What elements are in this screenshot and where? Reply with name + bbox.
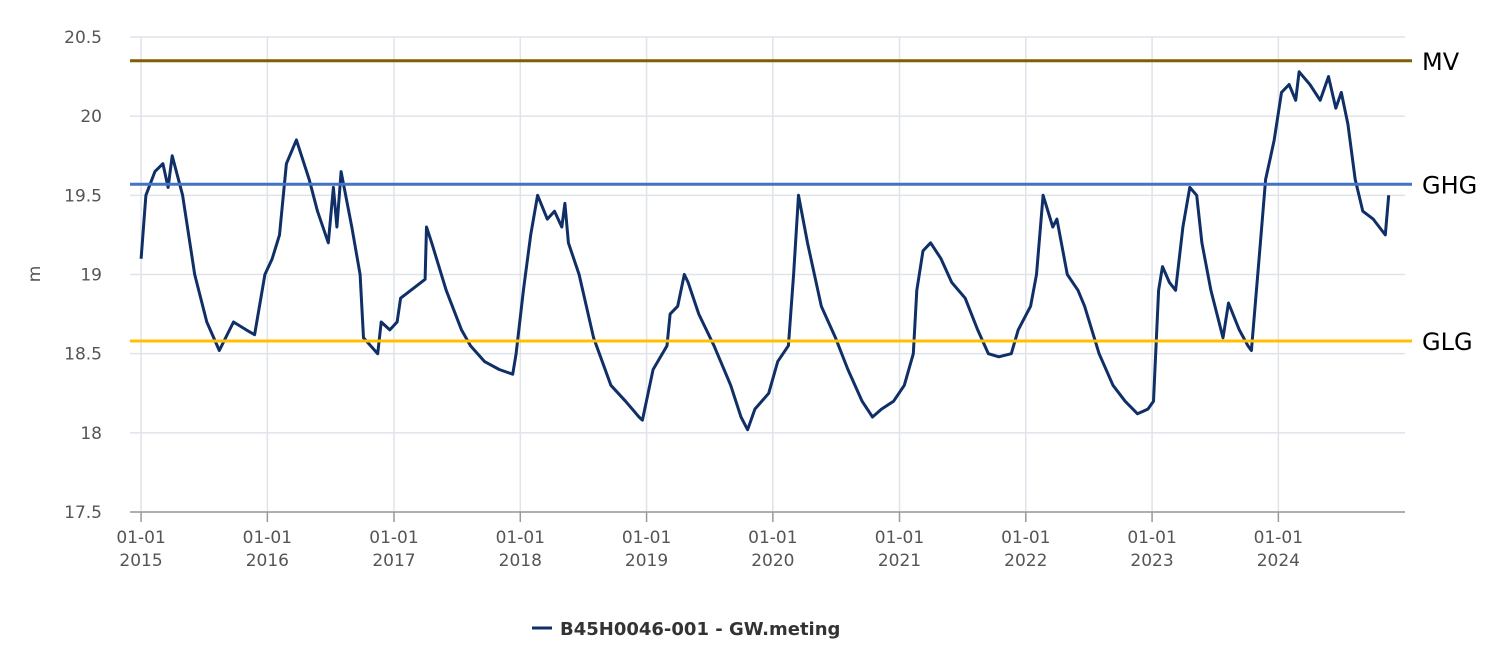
y-tick-label: 18	[80, 424, 102, 444]
y-axis-label: m	[25, 266, 45, 283]
y-tick-label: 20	[80, 107, 102, 127]
reference-label: GLG	[1422, 328, 1473, 356]
x-tick-label: 01-01 2021	[874, 528, 925, 571]
y-tick-label: 19	[80, 266, 102, 286]
legend-label: B45H0046-001 - GW.meting	[560, 619, 840, 640]
x-tick-label: 01-01 2017	[369, 528, 419, 571]
reference-label: GHG	[1422, 171, 1477, 199]
x-tick-label: 01-01 2018	[495, 528, 545, 571]
x-tick-label: 01-01 2020	[748, 528, 798, 571]
data-line	[139, 70, 1391, 432]
x-tick-label: 01-01 2023	[1127, 528, 1177, 571]
x-tick-label: 01-01 2022	[1001, 528, 1051, 571]
x-tick-label: 01-01 2016	[242, 528, 293, 571]
y-tick-label: 19.5	[64, 186, 102, 206]
x-tick-label: 01-01 2019	[621, 528, 672, 571]
reference-label: MV	[1422, 48, 1460, 76]
y-tick-label: 17.5	[64, 503, 102, 523]
y-tick-label: 20.5	[64, 28, 102, 48]
x-tick-label: 01-01 2024	[1253, 528, 1304, 571]
x-tick-label: 01-01 2015	[116, 528, 166, 571]
y-tick-label: 18.5	[64, 345, 102, 365]
